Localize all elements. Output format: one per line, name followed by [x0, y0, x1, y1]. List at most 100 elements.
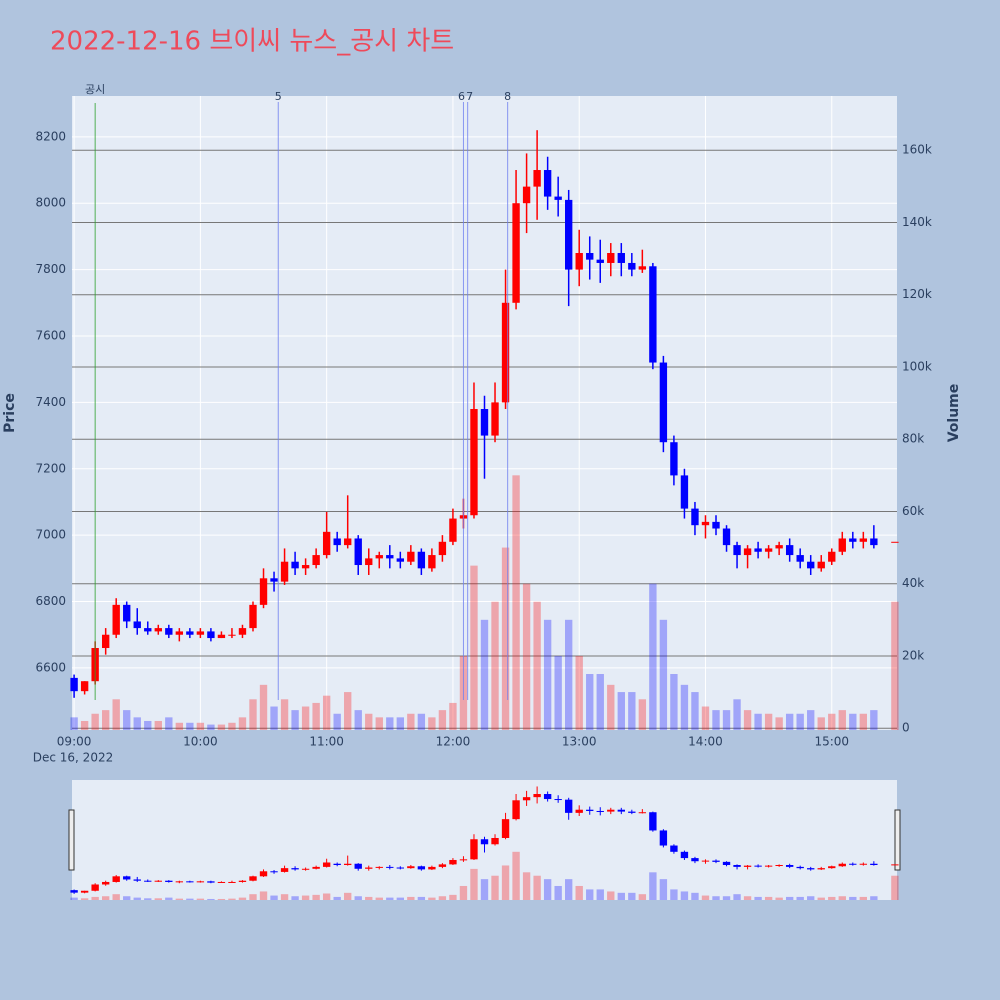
- mini-volume-bar: [70, 897, 78, 900]
- mini-candle-body: [354, 863, 362, 869]
- mini-volume-bar: [480, 879, 489, 900]
- y2-tick-label: 60k: [902, 504, 924, 518]
- x-tick-label: 10:00: [183, 735, 218, 749]
- volume-bar: [638, 699, 647, 730]
- mini-candle-body: [480, 839, 489, 845]
- candle-body: [849, 538, 857, 542]
- mini-candle-body: [238, 880, 247, 882]
- mini-volume-bar: [785, 896, 794, 900]
- candle-body: [259, 578, 268, 605]
- candle-body: [480, 409, 489, 436]
- volume-bar: [470, 565, 478, 730]
- mini-volume-bar: [133, 897, 141, 900]
- volume-bar: [828, 713, 836, 730]
- volume-bar: [701, 706, 710, 730]
- volume-bar: [512, 475, 520, 730]
- candle-body: [680, 475, 689, 509]
- mini-volume-bar: [470, 868, 478, 900]
- slider-handle[interactable]: [68, 809, 75, 871]
- mini-candle-body: [291, 868, 299, 870]
- mini-volume-bar: [196, 898, 205, 900]
- mini-candle-body: [407, 866, 415, 869]
- mini-candle-body: [670, 845, 678, 852]
- volume-bar: [428, 717, 436, 730]
- mini-candle-body: [165, 880, 173, 882]
- candle-body: [543, 170, 552, 197]
- mini-volume-bar: [670, 889, 678, 900]
- mini-volume-bar: [154, 898, 162, 900]
- mini-candle-body: [207, 881, 215, 883]
- mini-candle-body: [649, 812, 657, 831]
- mini-volume-bar: [217, 898, 226, 900]
- volume-bar: [575, 655, 583, 730]
- volume-bar: [807, 710, 815, 730]
- mini-volume-bar: [754, 896, 762, 900]
- candle-body: [796, 555, 804, 562]
- mini-volume-bar: [828, 896, 836, 900]
- mini-volume-bar: [565, 879, 573, 900]
- volume-bar: [754, 713, 762, 730]
- mini-candle-body: [785, 865, 794, 867]
- candle-body: [891, 541, 899, 543]
- mini-candle-body: [859, 863, 868, 865]
- mini-volume-bar: [249, 894, 257, 900]
- mini-volume-bar: [228, 898, 236, 900]
- mini-candle-body: [607, 809, 615, 812]
- candle-body: [870, 538, 878, 546]
- candle-body: [207, 631, 215, 639]
- volume-bar: [722, 710, 731, 730]
- mini-volume-bar: [649, 872, 657, 900]
- mini-volume-bar: [407, 896, 415, 900]
- mini-candle-body: [891, 864, 899, 866]
- mini-volume-bar: [333, 896, 341, 900]
- candle-body: [238, 628, 247, 635]
- mini-volume-bar: [596, 889, 604, 900]
- candle-body: [659, 362, 668, 443]
- mini-candle-body: [123, 876, 131, 880]
- candle-body: [365, 558, 373, 566]
- mini-candle-body: [617, 809, 625, 812]
- event-label: 8: [504, 90, 511, 103]
- candle-body: [764, 548, 773, 552]
- mini-volume-bar: [870, 896, 878, 900]
- mini-volume-bar: [301, 895, 310, 900]
- mini-candle-body: [428, 866, 436, 870]
- volume-bar: [228, 722, 236, 730]
- mini-candle-body: [449, 859, 457, 865]
- mini-candle-body: [659, 830, 668, 846]
- mini-volume-bar: [175, 898, 184, 900]
- mini-volume-bar: [512, 851, 520, 900]
- mini-candle-body: [144, 880, 152, 882]
- event-label: 5: [275, 90, 282, 103]
- volume-bar: [743, 710, 752, 730]
- volume-bar: [165, 717, 173, 730]
- candle-body: [112, 604, 120, 635]
- candle-body: [165, 628, 173, 635]
- event-label: 7: [466, 90, 473, 103]
- mini-candle-body: [691, 858, 699, 862]
- candle-body: [607, 253, 615, 263]
- volume-bar: [144, 720, 152, 730]
- y-axis-title: Price: [2, 393, 18, 433]
- mini-volume-bar: [438, 896, 447, 900]
- slider-handle[interactable]: [894, 809, 901, 871]
- volume-bar: [375, 717, 383, 730]
- mini-volume-bar: [722, 896, 731, 900]
- candle-body: [575, 253, 583, 270]
- candle-body: [701, 521, 710, 526]
- mini-volume-bar: [680, 891, 689, 900]
- y-tick-label: 7600: [35, 328, 66, 342]
- mini-candle-body: [743, 865, 752, 867]
- x-tick-label: 09:00: [57, 735, 92, 749]
- mini-candle-body: [733, 865, 741, 867]
- candle-body: [322, 531, 331, 556]
- mini-candle-body: [270, 871, 278, 873]
- mini-volume-bar: [80, 898, 89, 900]
- mini-candle-body: [249, 876, 257, 881]
- volume-bar: [217, 724, 226, 730]
- mini-candle-body: [596, 810, 604, 812]
- mini-candle-body: [554, 799, 562, 801]
- volume-bar: [438, 710, 447, 730]
- volume-bar: [796, 713, 804, 730]
